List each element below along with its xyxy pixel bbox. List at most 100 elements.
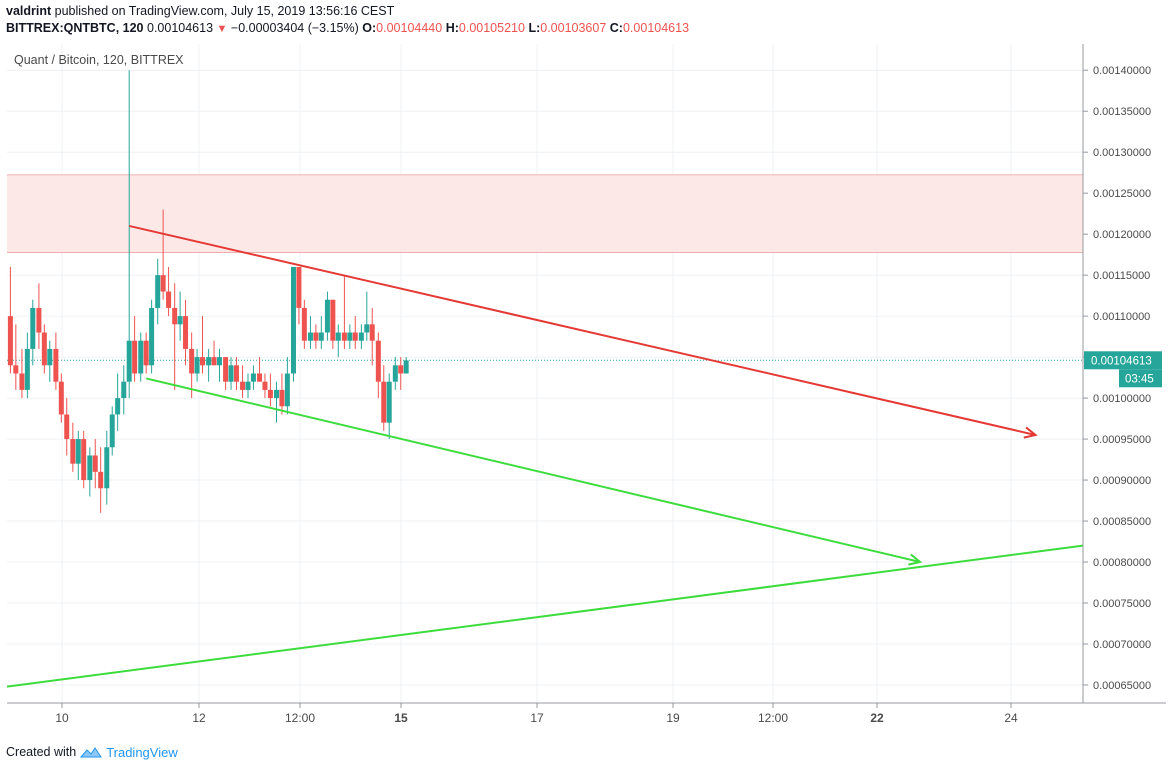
y-tick-label: 0.00110000 [1093,311,1150,323]
candle-body [341,332,347,341]
countdown-label: 03:45 [1125,373,1154,385]
y-tick-label: 0.00080000 [1093,557,1151,569]
candle-body [115,398,121,415]
publish-line: valdrint published on TradingView.com, J… [6,3,1166,20]
candle-body [398,365,404,374]
candle-body [233,365,239,382]
candle-body [335,332,341,341]
candle-body [223,357,229,382]
chart-title: Quant / Bitcoin, 120, BITTREX [14,53,184,67]
candle-body [7,316,13,366]
candle-body [194,357,200,374]
candle-body [352,332,358,341]
last-price-box [1084,351,1162,370]
y-tick-label: 0.00120000 [1093,229,1151,241]
candle-body [87,455,93,481]
candle-body [24,348,30,390]
candle-body [104,447,110,489]
candle-body [160,275,166,292]
lower-support-line[interactable] [145,377,921,563]
resistance-zone [7,175,1083,253]
x-tick-label: 10 [55,711,69,725]
candle-body [262,381,268,390]
y-tick-label: 0.00130000 [1093,147,1151,159]
candle-body [98,471,104,489]
low-label: L: [528,21,541,35]
candle-body [47,348,53,366]
tradingview-brand[interactable]: TradingView [106,744,178,760]
candle-body [307,332,313,341]
candle-body [369,324,375,341]
trendlines[interactable] [6,224,1084,688]
candle-body [250,373,256,382]
candle-body [290,266,296,374]
x-tick-label: 24 [1004,711,1018,725]
high-value: 0.00105210 [458,21,525,35]
candle-body [30,307,36,349]
last-price-label: 0.00104613 [1091,355,1152,367]
candle-body [313,332,319,341]
candle-body [296,266,302,308]
candle-body [381,381,387,423]
candle-body [189,348,195,374]
y-tick-label: 0.00075000 [1093,598,1151,610]
chart-grid [7,44,1083,703]
candle-body [36,307,42,333]
y-tick-label: 0.00070000 [1093,639,1151,651]
high-label: H: [445,21,459,35]
x-tick-label: 22 [870,711,884,725]
candle-body [324,299,330,333]
candle-body [274,389,280,399]
candle-body [330,299,336,341]
close-value: 0.00104613 [622,21,690,35]
candle-body [121,381,127,399]
candle-body [364,324,370,333]
x-tick-label: 15 [394,711,408,725]
rising-support-line[interactable] [6,544,1084,688]
y-tick-label: 0.00115000 [1093,270,1150,282]
y-tick-label: 0.00100000 [1093,393,1151,405]
author-link[interactable]: valdrint [6,4,52,18]
candle-body [138,340,144,374]
down-arrow-icon: ▼ [216,23,228,35]
candle-body [284,373,290,407]
y-tick-label: 0.00090000 [1093,475,1151,487]
y-tick-label: 0.00125000 [1093,188,1151,200]
upper-resistance-line[interactable] [128,224,1036,436]
candle-body [177,316,183,325]
candle-body [92,455,98,472]
candle-body [13,365,19,374]
candle-body [257,373,263,382]
y-tick-label: 0.00085000 [1093,516,1151,528]
candle-body [279,389,285,407]
chart-header: valdrint published on TradingView.com, J… [6,3,1166,39]
candle-body [132,340,138,374]
price-chart[interactable]: 0.00140000 0.00135000 0.00130000 0.00125000… [0,40,1170,740]
upper-resistance-line-arrowhead [1023,426,1038,439]
x-tick-label: 12:00 [758,711,788,725]
y-tick-label: 0.00095000 [1093,434,1151,446]
candle-body [166,291,172,308]
candle-body [200,357,206,366]
candle-body [347,332,353,341]
candle-body [149,307,155,366]
y-tick-label: 0.00065000 [1093,680,1151,692]
y-tick-label: 0.00140000 [1093,65,1151,77]
x-tick-label: 12 [192,711,206,725]
candle-body [267,389,273,399]
candle-body [143,340,149,366]
candle-body [172,307,178,325]
candle-body [81,439,87,481]
candle-body [245,381,251,390]
candle-body [19,373,25,390]
candle-body [155,275,161,308]
candle-body [386,381,392,423]
ohlc-line: BITTREX:QNTBTC, 120 0.00104613 ▼ −0.0000… [6,20,1166,38]
countdown-box [1119,369,1162,388]
candle-body [216,357,222,366]
candle-body [75,439,81,464]
candle-body [58,381,64,415]
candle-body [228,365,234,382]
candle-body [109,414,115,448]
candle-body [318,332,324,341]
